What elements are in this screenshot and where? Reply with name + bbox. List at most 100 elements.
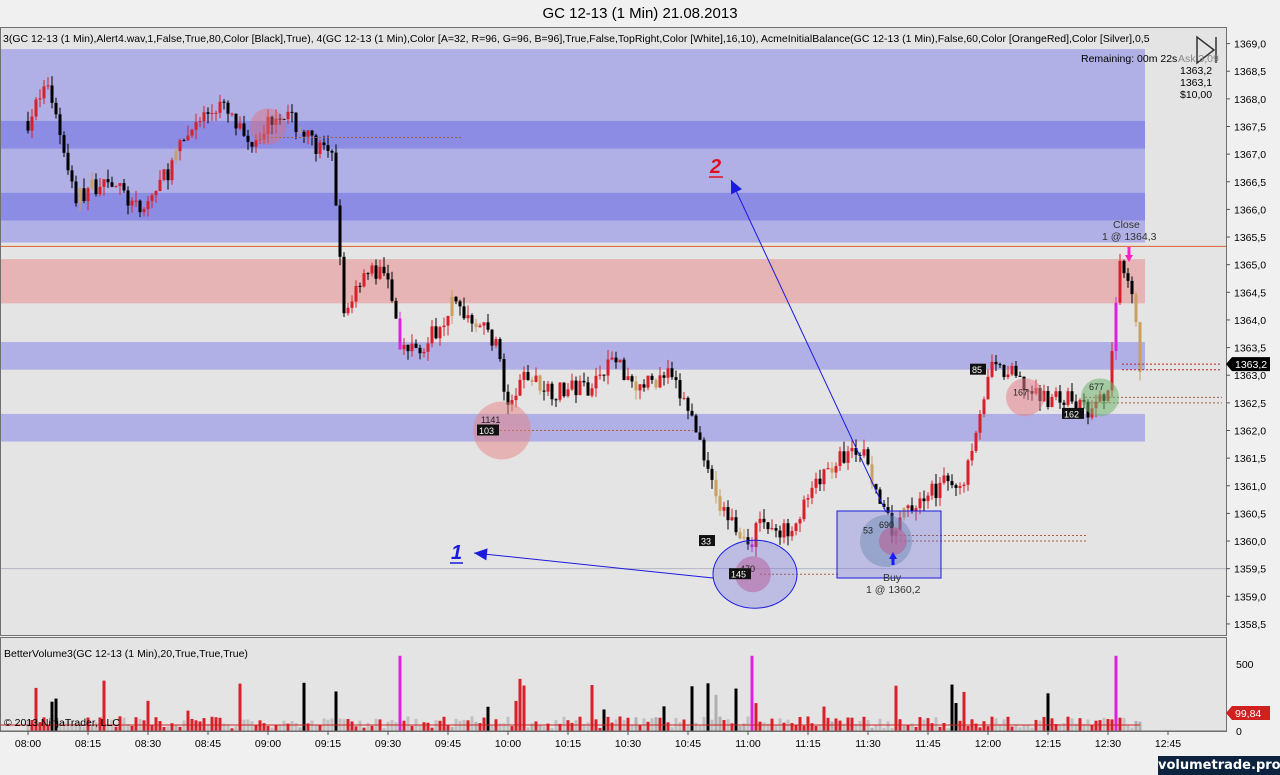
candle-12 <box>74 175 78 207</box>
candle-78 <box>338 199 342 266</box>
candle-232 <box>954 483 958 497</box>
volume-bar-165 <box>686 723 690 731</box>
candle-227 <box>934 473 938 507</box>
close-arrow-head <box>1125 255 1133 262</box>
candle-99 <box>422 348 426 358</box>
volume-bar-120 <box>506 716 510 731</box>
candle-142 <box>594 367 598 397</box>
volume-bar-83 <box>358 720 362 731</box>
volume-bar-35 <box>166 726 170 731</box>
volume-bar-14 <box>82 726 86 731</box>
candle-body <box>178 140 182 152</box>
volume-bar-5 <box>46 724 50 731</box>
volume-bar-223 <box>918 717 922 731</box>
candle-83 <box>358 282 362 293</box>
candle-body <box>886 507 890 513</box>
candle-219 <box>902 506 906 521</box>
candle-36 <box>170 157 174 185</box>
candle-228 <box>938 476 942 507</box>
candle-body <box>114 185 118 187</box>
volume-bar-159 <box>662 706 666 731</box>
volume-bar-228 <box>938 726 942 731</box>
candle-23 <box>118 182 122 195</box>
candle-189 <box>782 519 786 544</box>
indicator-list: 3(GC 12-13 (1 Min),Alert4.wav,1,False,Tr… <box>3 33 1150 45</box>
candle-body <box>1054 391 1058 398</box>
candle-body <box>294 112 298 133</box>
candle-body <box>166 169 170 181</box>
volume-bar-22 <box>114 726 118 731</box>
x-tick-label-4: 09:00 <box>255 738 281 750</box>
volume-bar-93 <box>398 655 402 731</box>
candle-100 <box>426 337 430 361</box>
volume-bar-56 <box>250 721 254 731</box>
volume-bar-168 <box>698 725 702 731</box>
volume-bar-16 <box>90 725 94 731</box>
candle-body <box>710 468 714 480</box>
candle-body <box>254 140 258 147</box>
volume-bar-160 <box>666 722 670 731</box>
volume-bar-112 <box>474 721 478 731</box>
y-tick-label-18: 1367,5 <box>1234 121 1266 133</box>
candle-183 <box>758 511 762 532</box>
candle-53 <box>238 116 242 131</box>
candle-body <box>670 368 674 378</box>
candle-205 <box>846 445 850 470</box>
candle-75 <box>326 135 330 158</box>
candle-body <box>394 300 398 319</box>
candle-106 <box>450 289 454 324</box>
volume-bar-2 <box>34 687 38 731</box>
candle-body <box>298 131 302 133</box>
candle-body <box>94 179 98 195</box>
copyright: © 2013 NinjaTrader, LLC <box>4 717 120 729</box>
candle-body <box>562 382 566 397</box>
candle-body <box>374 265 378 279</box>
candle-body <box>310 130 314 136</box>
last-price-tag <box>1226 357 1270 372</box>
last-price-label: 1363,2 <box>1235 359 1267 371</box>
candle-273 <box>1118 253 1122 305</box>
candle-98 <box>418 344 422 360</box>
candle-body <box>878 489 882 504</box>
candle-body <box>470 315 474 324</box>
candle-body <box>342 256 346 314</box>
candle-4 <box>42 79 46 105</box>
candle-body <box>782 523 786 538</box>
candle-body <box>610 357 614 360</box>
y-tick-label-6: 1361,5 <box>1234 453 1266 465</box>
volume-bar-81 <box>350 721 354 731</box>
candle-42 <box>194 113 198 140</box>
volume-bar-89 <box>382 727 386 731</box>
volume-bar-59 <box>262 723 266 731</box>
candle-146 <box>610 351 614 361</box>
candle-204 <box>842 441 846 464</box>
candle-body <box>554 399 558 401</box>
candle-body <box>862 449 866 456</box>
candle-body <box>406 344 410 352</box>
candle-body <box>218 101 222 113</box>
candle-112 <box>474 318 478 333</box>
candle-body <box>482 322 486 326</box>
candle-body <box>730 517 734 521</box>
candle-body <box>290 111 294 113</box>
candle-86 <box>370 262 374 277</box>
candle-3 <box>38 89 42 108</box>
candle-body <box>378 266 382 279</box>
y-tick-label-15: 1366,0 <box>1234 204 1266 216</box>
volume-bar-145 <box>606 716 610 731</box>
candle-body <box>1110 351 1114 391</box>
candle-260 <box>1066 387 1070 407</box>
candle-248 <box>1018 371 1022 377</box>
candle-body <box>550 383 554 400</box>
volume-bar-243 <box>998 724 1002 731</box>
candle-198 <box>818 469 822 492</box>
candle-199 <box>822 468 826 492</box>
candle-body <box>30 116 34 131</box>
candle-body <box>1050 397 1054 407</box>
candle-5 <box>46 77 50 90</box>
candle-215 <box>886 497 890 515</box>
candle-124 <box>522 366 526 389</box>
volume-tag-6: 690 <box>879 520 894 530</box>
volume-bar-187 <box>774 724 778 731</box>
